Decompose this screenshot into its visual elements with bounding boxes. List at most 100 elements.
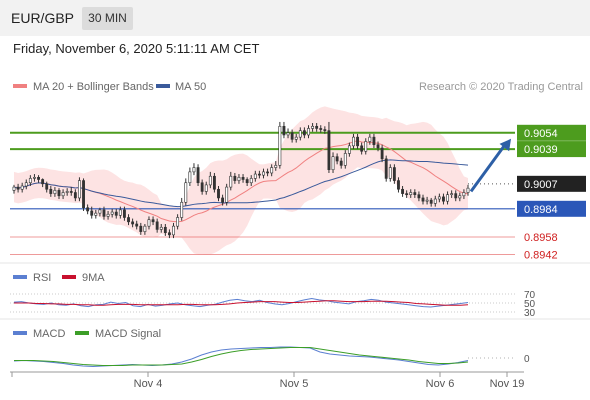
candle-body — [421, 197, 425, 202]
candle-body — [315, 125, 319, 129]
candle-body — [417, 194, 421, 199]
moving-averages — [13, 140, 469, 223]
current-price-label: 0.9007 — [524, 179, 558, 191]
candle-body — [163, 226, 167, 233]
rsi-ma-legend-label: 9MA — [82, 272, 105, 284]
candle-body — [307, 128, 310, 136]
candle-body — [102, 209, 106, 217]
candle-body — [57, 190, 61, 197]
minor-level-1-label: 0.8958 — [524, 232, 558, 244]
candle-body — [347, 145, 351, 154]
x-tick-label: Nov 6 — [426, 378, 455, 390]
candle-body — [409, 192, 413, 195]
macd-signal-legend-label: MACD Signal — [95, 328, 161, 340]
candle-body — [380, 147, 384, 160]
candle-body — [159, 226, 163, 230]
candlesticks — [12, 121, 470, 239]
ma50-legend-swatch — [156, 84, 170, 88]
candle-body — [123, 209, 126, 218]
candle-body — [106, 213, 110, 217]
candle-body — [127, 217, 130, 223]
candle-body — [368, 136, 372, 142]
candle-body — [110, 211, 114, 215]
projection-arrow-shaft — [469, 143, 507, 193]
candle-body — [118, 209, 122, 216]
timeframe-button[interactable]: 30 MIN — [82, 7, 133, 30]
candle-body — [82, 180, 85, 209]
candle-body — [282, 125, 286, 136]
candle-body — [298, 130, 302, 138]
candle-body — [229, 175, 233, 188]
ma50-legend-label: MA 50 — [175, 81, 206, 93]
candle-body — [65, 191, 69, 193]
candle-body — [339, 160, 343, 166]
candle-body — [437, 196, 441, 200]
projection-arrow — [469, 138, 511, 193]
bollinger-band-area — [14, 106, 468, 255]
candle-body — [429, 199, 433, 204]
candle-body — [433, 198, 437, 204]
candle-body — [172, 225, 175, 236]
support-1-label: 0.8984 — [524, 204, 558, 216]
candle-body — [204, 184, 208, 192]
candle-body — [37, 177, 40, 180]
resistance-1-label-box — [517, 124, 586, 141]
candle-body — [241, 177, 245, 180]
ma20-legend-swatch — [13, 84, 27, 88]
macd-signal-line — [14, 347, 469, 366]
rsi-legend-label: RSI — [33, 272, 51, 284]
candle-body — [73, 192, 77, 199]
candle-body — [384, 158, 388, 179]
x-tick-label: Nov 5 — [280, 378, 309, 390]
candle-body — [323, 129, 327, 131]
candle-body — [376, 144, 380, 149]
candle-body — [41, 179, 45, 185]
candle-body — [221, 197, 225, 203]
macd-tick-label: 0 — [524, 354, 530, 365]
candle-body — [352, 136, 355, 147]
current-price-label-box — [517, 175, 586, 192]
candle-body — [192, 167, 196, 173]
bollinger-band-fill — [14, 106, 468, 255]
candle-body — [294, 136, 298, 140]
candle-body — [151, 219, 155, 223]
candle-body — [392, 167, 396, 181]
rsi-ma-legend-swatch — [62, 275, 76, 279]
candle-body — [24, 182, 28, 187]
candle-body — [450, 193, 454, 195]
candle-body — [356, 136, 359, 147]
macd-panel: 0 — [13, 346, 530, 368]
attribution: Research © 2020 Trading Central — [419, 81, 583, 93]
macd-signal-legend-swatch — [75, 331, 89, 335]
candle-body — [49, 188, 53, 194]
candle-body — [290, 132, 294, 140]
rsi-tick-label: 50 — [524, 299, 536, 310]
rsi-tick-label: 30 — [524, 308, 536, 319]
candle-body — [237, 177, 241, 181]
candle-body — [442, 196, 445, 202]
candle-body — [16, 186, 20, 190]
candle-body — [405, 193, 409, 195]
candle-body — [135, 223, 139, 227]
minor-level-2-label: 0.8942 — [524, 249, 558, 261]
candle-body — [12, 186, 16, 191]
timestamp: Friday, November 6, 2020 5:11:11 AM CET — [13, 41, 260, 56]
candle-body — [212, 175, 216, 190]
candle-body — [78, 180, 81, 199]
resistance-2-label: 0.9039 — [524, 144, 558, 156]
candle-body — [28, 178, 32, 184]
candle-body — [139, 225, 143, 232]
candle-body — [249, 178, 253, 184]
rsi-legend-swatch — [13, 275, 27, 279]
candle-body — [155, 221, 159, 230]
x-axis: Nov 4 Nov 5 Nov 6 Nov 19 — [10, 371, 524, 390]
candle-body — [90, 210, 94, 216]
candle-body — [466, 187, 470, 193]
candle-body — [98, 209, 102, 214]
level-labels: 0.9054 0.9039 0.9007 0.8984 0.8958 0.8942 — [517, 124, 586, 261]
candle-body — [180, 201, 184, 218]
candle-body — [262, 171, 265, 176]
macd-line — [13, 346, 469, 368]
